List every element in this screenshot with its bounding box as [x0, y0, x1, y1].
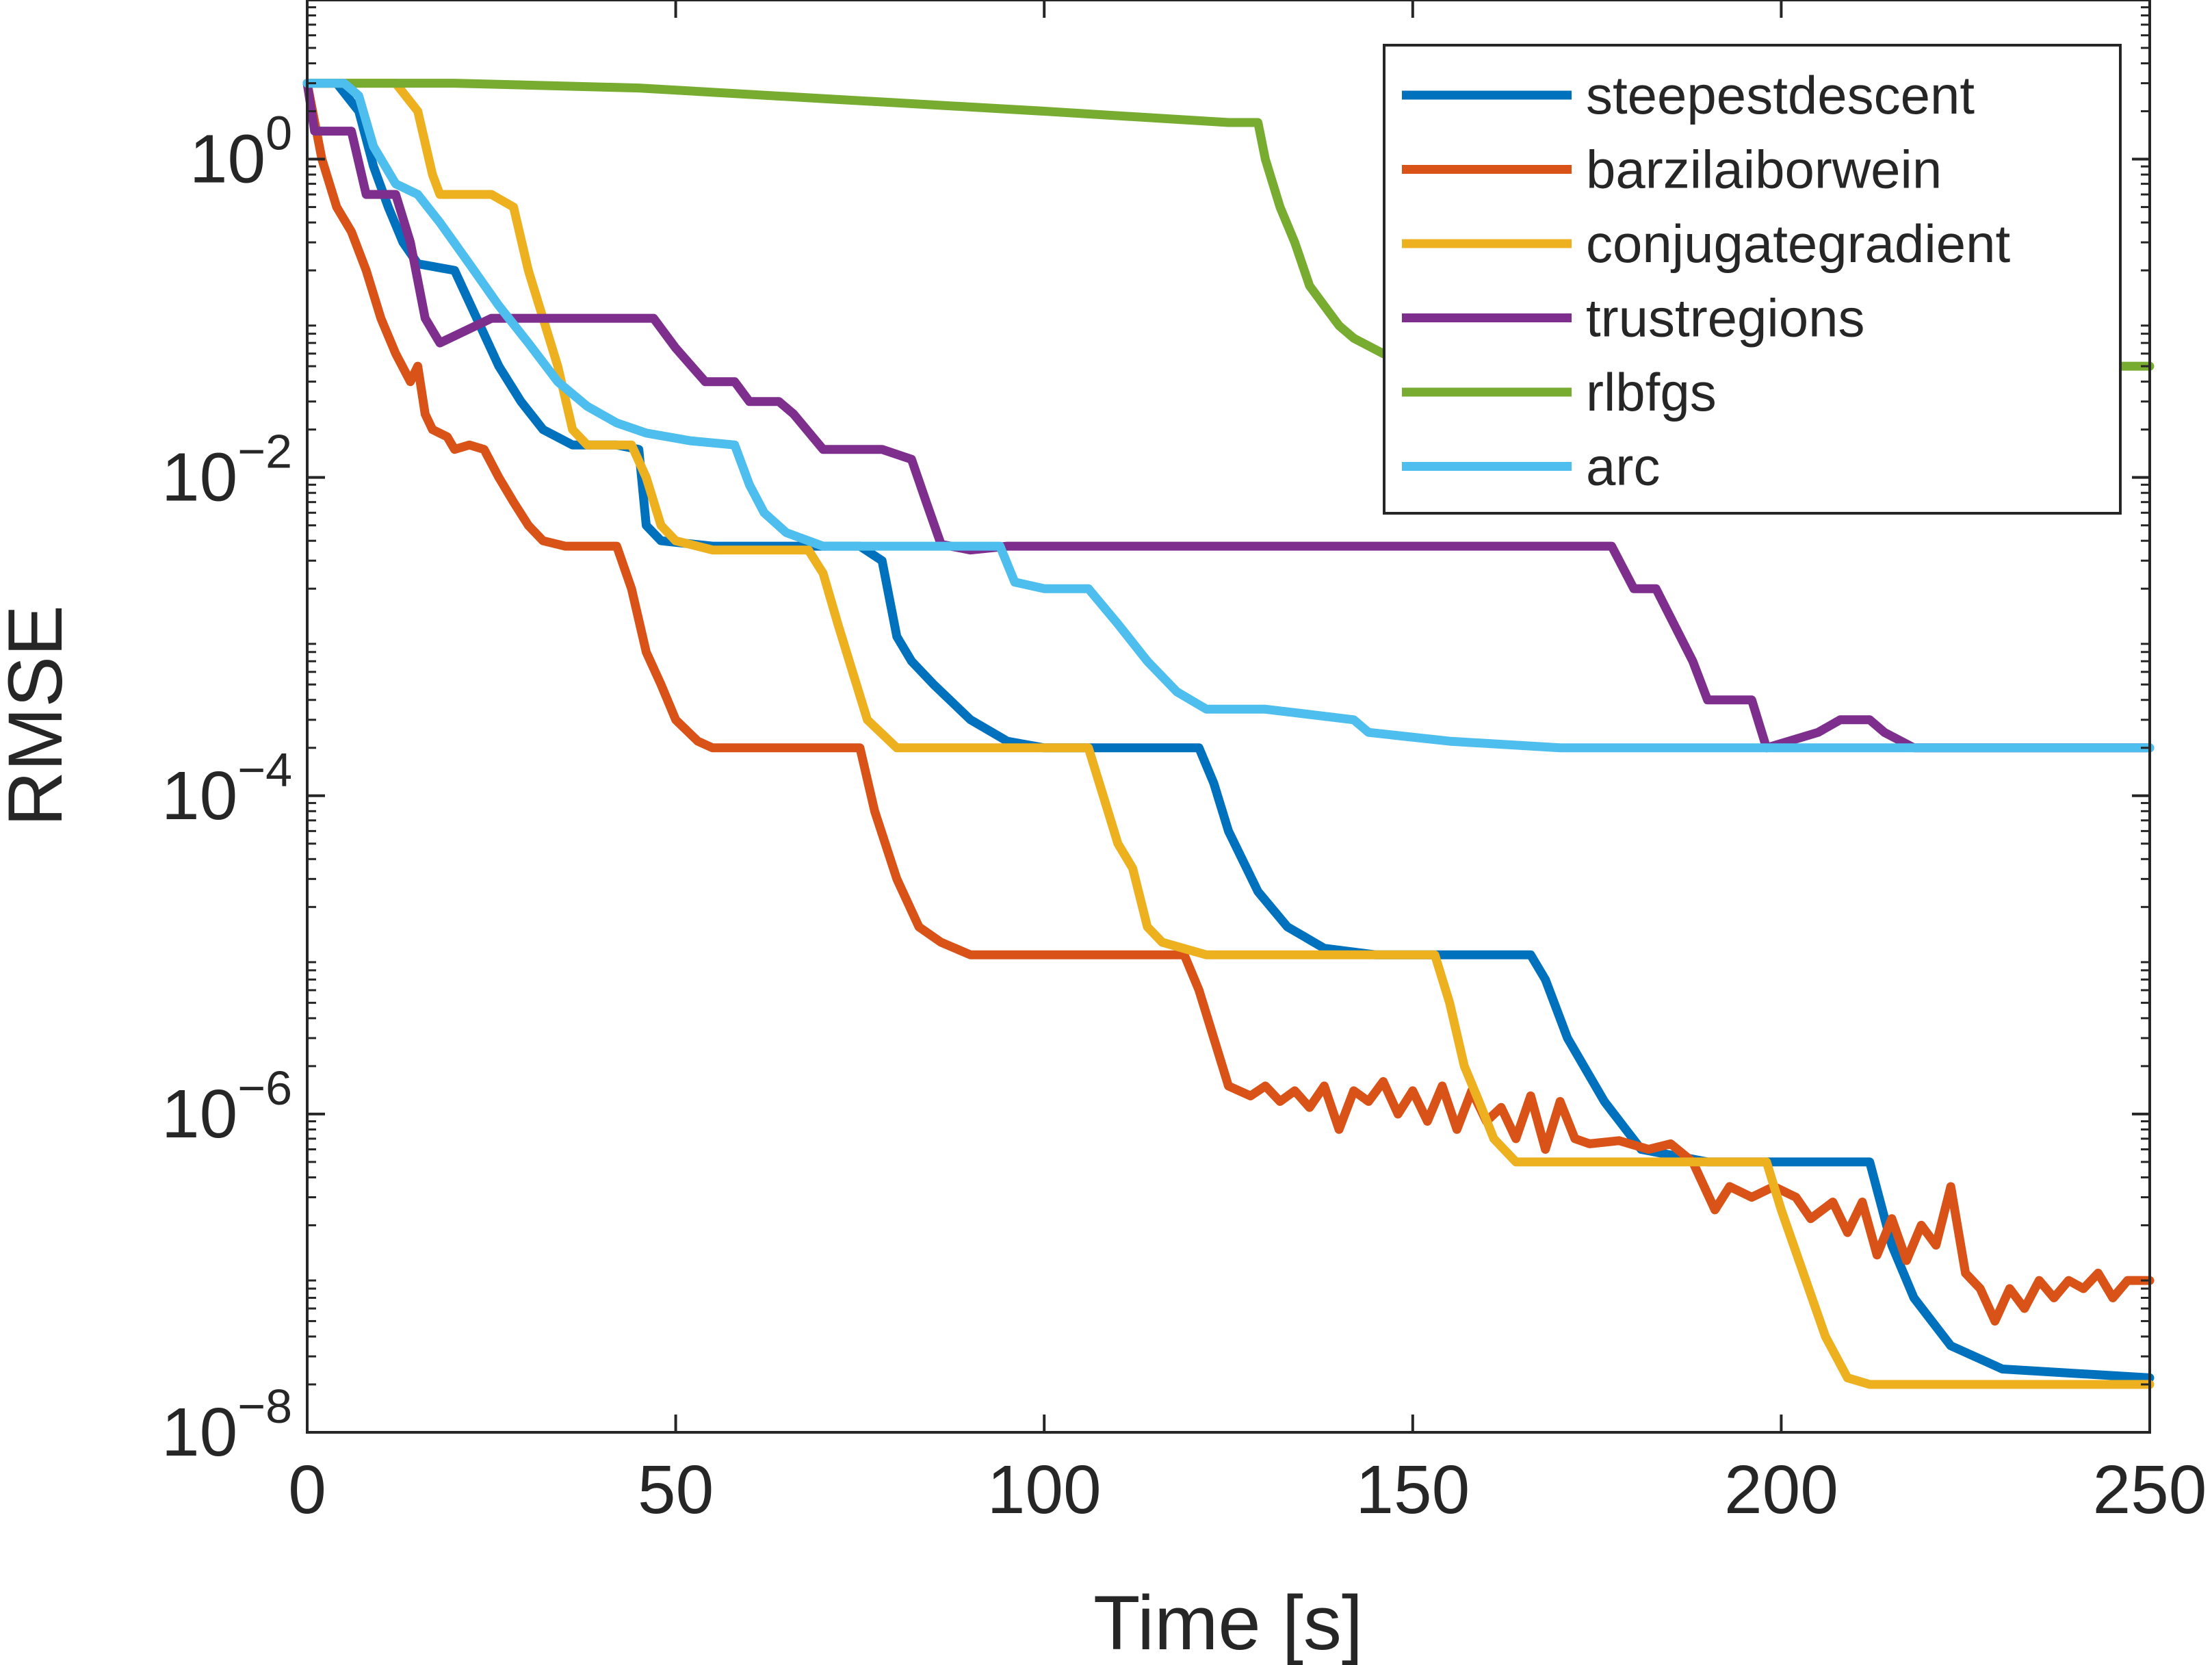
x-tick-label: 150 [1355, 1451, 1470, 1528]
legend-label-arc: arc [1586, 437, 1660, 497]
axes-layer: 0 50 100 150 200 250 10−8 10−6 10−4 10−2 100 [161, 0, 2207, 1528]
legend-label-rlbfgs: rlbfgs [1586, 362, 1717, 422]
y-tick-label: 10−6 [161, 1061, 292, 1152]
series-line-barzilaiborwein [302, 79, 2155, 1326]
series-line-steepestdescent [302, 79, 2155, 1382]
legend-box [1383, 44, 2122, 515]
y-tick-label: 10−4 [161, 743, 292, 834]
legend-label-barzilaiborwein: barzilaiborwein [1586, 140, 1942, 200]
x-tick-label: 200 [1724, 1451, 1838, 1528]
series-layer [302, 79, 2155, 1389]
axes-box [306, 0, 2151, 1434]
series-line-trustregions [302, 79, 2155, 753]
x-tick-label: 50 [638, 1451, 714, 1528]
x-tick-label: 250 [2093, 1451, 2207, 1528]
legend-label-conjugategradient: conjugategradient [1586, 214, 2010, 274]
legend-label-steepestdescent: steepestdescent [1586, 65, 1975, 125]
x-tick-label: 0 [288, 1451, 326, 1528]
y-tick-label: 10−2 [161, 425, 292, 516]
y-tick-label: 10−8 [161, 1380, 292, 1471]
y-tick-label: 100 [190, 107, 292, 198]
legend: steepestdescent barzilaiborwein conjugateg… [1383, 44, 2122, 515]
legend-label-trustregions: trustregions [1586, 288, 1865, 348]
series-line-conjugategradient [302, 79, 2155, 1389]
x-axis-label: Time [s] [1093, 1580, 1363, 1665]
x-tick-label: 100 [987, 1451, 1102, 1528]
series-line-arc [302, 79, 2155, 753]
y-axis-label: RMSE [0, 605, 78, 827]
